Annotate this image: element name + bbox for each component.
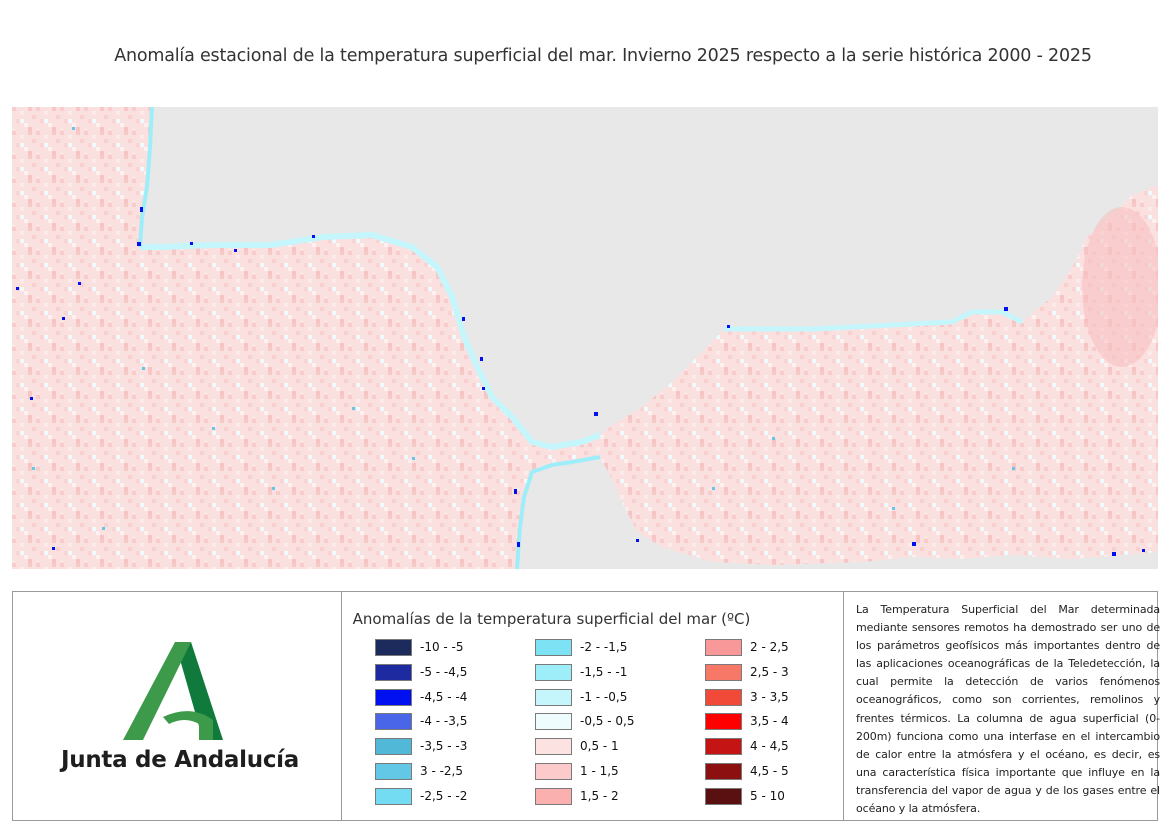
legend-swatch [375,689,412,706]
legend-swatch [535,639,572,656]
legend-swatch [375,738,412,755]
legend-swatch [535,689,572,706]
legend-swatch [705,738,742,755]
map-canvas [12,107,1158,569]
legend-label: 2,5 - 3 [750,665,789,679]
legend-label: 1 - 1,5 [580,764,619,778]
legend-swatch [375,639,412,656]
legend-swatch [535,738,572,755]
legend-label: 3 - -2,5 [420,764,463,778]
legend-label: 1,5 - 2 [580,789,619,803]
legend-label: 5 - 10 [750,789,785,803]
legend-label: -1 - -0,5 [580,690,627,704]
legend-swatch [705,639,742,656]
legend-label: -2,5 - -2 [420,789,467,803]
info-panel: Junta de Andalucía Anomalías de la tempe… [12,591,1158,821]
legend-label: -1,5 - -1 [580,665,627,679]
legend-label: -5 - -4,5 [420,665,467,679]
legend-swatch [705,664,742,681]
legend-label: -2 - -1,5 [580,640,627,654]
legend-swatch [705,713,742,730]
legend-title: Anomalías de la temperatura superficial … [342,610,761,628]
legend-swatch [535,664,572,681]
junta-logo-mark [13,592,341,742]
legend-swatch [375,788,412,805]
map-title: Anomalía estacional de la temperatura su… [0,46,1170,66]
legend-swatch [705,763,742,780]
legend-label: 4,5 - 5 [750,764,789,778]
sst-anomaly-map [12,107,1158,569]
legend-swatch [375,664,412,681]
legend: Anomalías de la temperatura superficial … [342,592,844,820]
legend-swatch [375,713,412,730]
legend-swatch [375,763,412,780]
legend-label: -4,5 - -4 [420,690,467,704]
legend-label: -4 - -3,5 [420,714,467,728]
legend-label: 3 - 3,5 [750,690,789,704]
legend-swatch [705,788,742,805]
legend-label: 2 - 2,5 [750,640,789,654]
legend-label: -3,5 - -3 [420,739,467,753]
legend-label: -0,5 - 0,5 [580,714,634,728]
legend-swatch [535,788,572,805]
legend-swatch [535,713,572,730]
logo-cell: Junta de Andalucía [13,592,342,820]
legend-label: 4 - 4,5 [750,739,789,753]
legend-swatch [705,689,742,706]
logo-text: Junta de Andalucía [61,747,299,773]
legend-label: -10 - -5 [420,640,464,654]
description-text: La Temperatura Superficial del Mar deter… [856,601,1160,817]
legend-label: 0,5 - 1 [580,739,619,753]
legend-label: 3,5 - 4 [750,714,789,728]
legend-swatch [535,763,572,780]
